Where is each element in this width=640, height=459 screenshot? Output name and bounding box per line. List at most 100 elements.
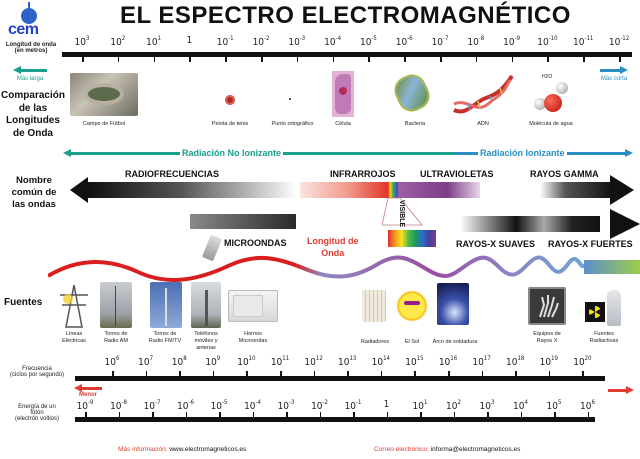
energy-tick [152,412,154,417]
frequency-tick [448,371,450,376]
soft-xray-label: RAYOS-X SUAVES [456,239,536,249]
frequency-tick [246,371,248,376]
frequency-tick [179,371,181,376]
wavelength-tick [475,57,478,62]
microwave-label-1: Hornos [244,331,262,337]
ionizing-label: Radiación Ionizante [478,148,567,158]
wavelength-axis: 103 102 101 1 10-1 10-2 10-3 10-4 10-5 10-6 10-7 10… [62,30,632,62]
lower-arrow: Menor [74,384,102,398]
frequency-axis: 106 107 108 109 1010 1011 1012 1013 1014 1015 1016… [75,355,605,385]
email-link[interactable]: informa@electromagneticos.es [430,446,521,453]
info-link[interactable]: www.electromagneticos.es [169,446,247,453]
cem-logo: cem [6,2,54,38]
wavelength-tick [153,57,156,62]
logo-text: cem [8,21,39,38]
energy-tick [219,412,221,417]
energy-label-1: Energía de un [18,404,56,410]
energy-axis: 10-9 10-8 10-7 10-6 10-5 10-4 10-3 10-2 10-1 1 101… [75,395,595,425]
wavelength-tick-label: 10-12 [608,35,630,48]
shorter-label: Más corta [600,76,628,82]
xray-arrow-head-icon [610,209,640,239]
comparison-heading-1: Comparación [1,90,65,101]
welding-label: Arco de soldadura [432,339,478,345]
energy-tick [185,412,187,417]
tennis-ball-icon [225,95,235,105]
cell-icon [332,71,354,117]
wavelength-tick-label: 10-6 [395,35,413,48]
email-label: Correo electrónico: [374,446,429,453]
energy-tick [453,412,455,417]
frequency-tick-label: 1015 [405,355,424,368]
fm-tower-label: Torres de Radio FM/TV [142,331,188,345]
wavelength-tick-label: 10-7 [431,35,449,48]
frequency-tick [380,371,383,376]
comparison-heading-4: de Onda [12,127,53,139]
am-tower-icon [100,282,132,328]
radioactive-label-1: Fuentes [594,331,614,337]
frequency-tick [347,371,349,376]
water-formula: H2O [542,74,553,80]
arrow-right-icon [626,386,634,394]
sources-heading: Fuentes [4,297,43,308]
energy-tick-label: 101 [412,399,428,412]
energy-tick-label: 102 [446,399,461,412]
wavelength-tick-label: 10-1 [216,35,234,48]
wavelength-tick-label: 10-4 [324,35,342,48]
wavelength-axis-label: Longitud de onda (en metros) [0,42,62,54]
energy-tick [252,412,254,417]
frequency-tick [212,371,215,376]
lower-label: Menor [79,392,97,398]
wavelength-tick-label: 10-11 [573,35,594,48]
frequency-tick-label: 1013 [338,355,357,368]
common-names-heading-2: común de [11,186,57,198]
frequency-tick [582,371,584,376]
frequency-tick [414,371,416,376]
wavelength-label-line1: Longitud de onda [5,42,57,48]
energy-tick [319,412,321,417]
water-molecule-label: Molécula de agua [529,121,573,127]
frequency-tick-label: 1019 [539,355,558,368]
energy-tick [286,412,288,417]
ultraviolet-band [398,182,480,198]
frequency-tick-label: 1018 [506,355,525,368]
energy-tick-label: 10-8 [110,399,127,412]
sun-label: El Sol [404,339,420,345]
wavelength-tick-label: 101 [146,35,162,48]
wavelength-tick [619,57,621,62]
xray-equipment-label: Equipos de Rayos X [524,331,570,345]
comparison-heading: Comparación de las Longitudes de Onda [0,90,66,140]
wavelength-tick [189,57,191,62]
hazmat-worker-icon [607,290,621,326]
dna-label: ADN [477,121,489,127]
frequency-tick [548,371,551,376]
logo-drop-icon [21,8,37,24]
energy-axis-line [75,417,595,422]
radioactive-label: Fuentes Radiactivas [582,331,626,345]
energy-tick [386,412,388,417]
xray-band [460,216,600,232]
comparison-heading-3: Longitudes [6,115,60,126]
fm-tower-label-2: Radio FM/TV [148,338,182,345]
energy-label-2: fotón [30,410,44,416]
sun-icon [396,290,428,322]
comparison-heading-2: de las [18,102,48,114]
wavelength-tick-label: 10-2 [252,35,270,48]
visible-band [388,182,398,198]
cell-antenna-label-2: móviles y [194,338,218,345]
bacteria-label: Bacteria [404,121,426,127]
am-tower-label: Torres de Radio AM [96,331,136,345]
am-tower-label-1: Torres de [104,331,128,337]
wavelength-annotation-2: Onda [321,247,345,258]
wavelength-tick [225,57,227,62]
wavelength-annotation-1: Longitud de [307,236,359,246]
frequency-tick-label: 1020 [573,355,592,368]
energy-tick-label: 10-3 [277,399,295,412]
wave-graphic [48,255,640,282]
cell-antenna-label-1: Teléfonos [194,331,218,337]
radiator-label: Radiadores [360,339,390,345]
wavelength-tick [440,57,442,62]
shorter-arrow: Más corta [594,66,634,82]
energy-tick-label: 103 [479,399,495,412]
common-names-heading: Nombre común de las ondas [4,175,64,211]
cell-antenna-icon [191,282,221,328]
